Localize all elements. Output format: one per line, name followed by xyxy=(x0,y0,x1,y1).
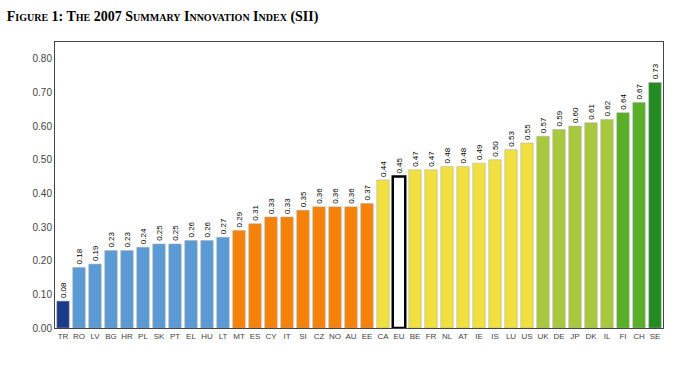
svg-text:0.40: 0.40 xyxy=(33,188,53,199)
svg-text:0.80: 0.80 xyxy=(33,53,53,64)
svg-text:0.23: 0.23 xyxy=(107,231,116,247)
svg-text:DK: DK xyxy=(585,332,597,341)
svg-text:LV: LV xyxy=(90,332,100,341)
svg-text:0.60: 0.60 xyxy=(33,121,53,132)
svg-text:0.24: 0.24 xyxy=(139,228,148,244)
svg-text:0.08: 0.08 xyxy=(59,282,68,298)
svg-text:0.25: 0.25 xyxy=(171,225,180,241)
svg-text:TR: TR xyxy=(58,332,69,341)
svg-text:0.49: 0.49 xyxy=(475,144,484,160)
svg-text:0.31: 0.31 xyxy=(251,205,260,221)
svg-text:US: US xyxy=(521,332,532,341)
svg-text:0.64: 0.64 xyxy=(619,94,628,110)
svg-text:IT: IT xyxy=(283,332,290,341)
svg-text:CZ: CZ xyxy=(314,332,325,341)
svg-text:0.27: 0.27 xyxy=(219,218,228,234)
svg-text:0.29: 0.29 xyxy=(235,211,244,227)
svg-text:HU: HU xyxy=(201,332,213,341)
svg-text:BE: BE xyxy=(410,332,421,341)
svg-text:0.47: 0.47 xyxy=(427,151,436,167)
svg-text:0.48: 0.48 xyxy=(459,147,468,163)
svg-text:0.18: 0.18 xyxy=(75,248,84,264)
svg-text:0.50: 0.50 xyxy=(491,141,500,157)
svg-text:AU: AU xyxy=(345,332,356,341)
svg-text:0.67: 0.67 xyxy=(635,83,644,99)
svg-text:0.62: 0.62 xyxy=(603,100,612,116)
svg-text:0.70: 0.70 xyxy=(33,87,53,98)
svg-text:FI: FI xyxy=(619,332,626,341)
svg-text:IS: IS xyxy=(491,332,499,341)
svg-text:0.00: 0.00 xyxy=(33,323,53,334)
svg-text:0.35: 0.35 xyxy=(299,191,308,207)
svg-text:IL: IL xyxy=(604,332,611,341)
svg-text:0.73: 0.73 xyxy=(651,63,660,79)
svg-text:EU: EU xyxy=(393,332,404,341)
svg-text:PL: PL xyxy=(138,332,148,341)
svg-text:CY: CY xyxy=(265,332,277,341)
svg-text:0.25: 0.25 xyxy=(155,225,164,241)
svg-text:0.37: 0.37 xyxy=(363,184,372,200)
svg-text:0.36: 0.36 xyxy=(315,188,324,204)
svg-text:IE: IE xyxy=(475,332,483,341)
svg-text:ES: ES xyxy=(250,332,261,341)
svg-text:0.59: 0.59 xyxy=(555,110,564,126)
svg-text:UK: UK xyxy=(537,332,549,341)
svg-text:0.48: 0.48 xyxy=(443,147,452,163)
svg-text:LU: LU xyxy=(506,332,516,341)
svg-text:0.45: 0.45 xyxy=(395,157,404,173)
svg-text:0.60: 0.60 xyxy=(571,107,580,123)
svg-text:0.10: 0.10 xyxy=(33,289,53,300)
svg-text:0.53: 0.53 xyxy=(507,131,516,147)
svg-text:NO: NO xyxy=(329,332,341,341)
svg-text:0.33: 0.33 xyxy=(283,198,292,214)
svg-text:Figure 1: The 2007 Summary Inn: Figure 1: The 2007 Summary Innovation In… xyxy=(7,9,319,25)
svg-text:CA: CA xyxy=(377,332,389,341)
svg-text:LT: LT xyxy=(219,332,228,341)
svg-text:0.23: 0.23 xyxy=(123,231,132,247)
svg-text:EE: EE xyxy=(362,332,373,341)
svg-text:DE: DE xyxy=(553,332,564,341)
svg-text:0.61: 0.61 xyxy=(587,104,596,120)
svg-text:SI: SI xyxy=(299,332,307,341)
svg-text:0.50: 0.50 xyxy=(33,154,53,165)
svg-text:0.44: 0.44 xyxy=(379,161,388,177)
svg-text:FR: FR xyxy=(426,332,437,341)
svg-text:EL: EL xyxy=(186,332,196,341)
svg-text:0.26: 0.26 xyxy=(187,221,196,237)
svg-text:RO: RO xyxy=(73,332,85,341)
svg-text:0.57: 0.57 xyxy=(539,117,548,133)
svg-text:0.36: 0.36 xyxy=(347,188,356,204)
svg-text:PT: PT xyxy=(170,332,180,341)
svg-text:0.55: 0.55 xyxy=(523,124,532,140)
svg-text:0.33: 0.33 xyxy=(267,198,276,214)
svg-text:0.26: 0.26 xyxy=(203,221,212,237)
svg-text:SE: SE xyxy=(650,332,661,341)
svg-text:MT: MT xyxy=(233,332,245,341)
svg-text:0.19: 0.19 xyxy=(91,245,100,261)
svg-text:SK: SK xyxy=(154,332,165,341)
svg-text:0.47: 0.47 xyxy=(411,151,420,167)
svg-text:0.36: 0.36 xyxy=(331,188,340,204)
svg-text:JP: JP xyxy=(570,332,579,341)
svg-text:0.30: 0.30 xyxy=(33,222,53,233)
svg-text:0.20: 0.20 xyxy=(33,255,53,266)
svg-text:NL: NL xyxy=(442,332,453,341)
svg-text:HR: HR xyxy=(121,332,133,341)
svg-text:AT: AT xyxy=(458,332,468,341)
svg-text:CH: CH xyxy=(633,332,645,341)
svg-text:BG: BG xyxy=(105,332,117,341)
